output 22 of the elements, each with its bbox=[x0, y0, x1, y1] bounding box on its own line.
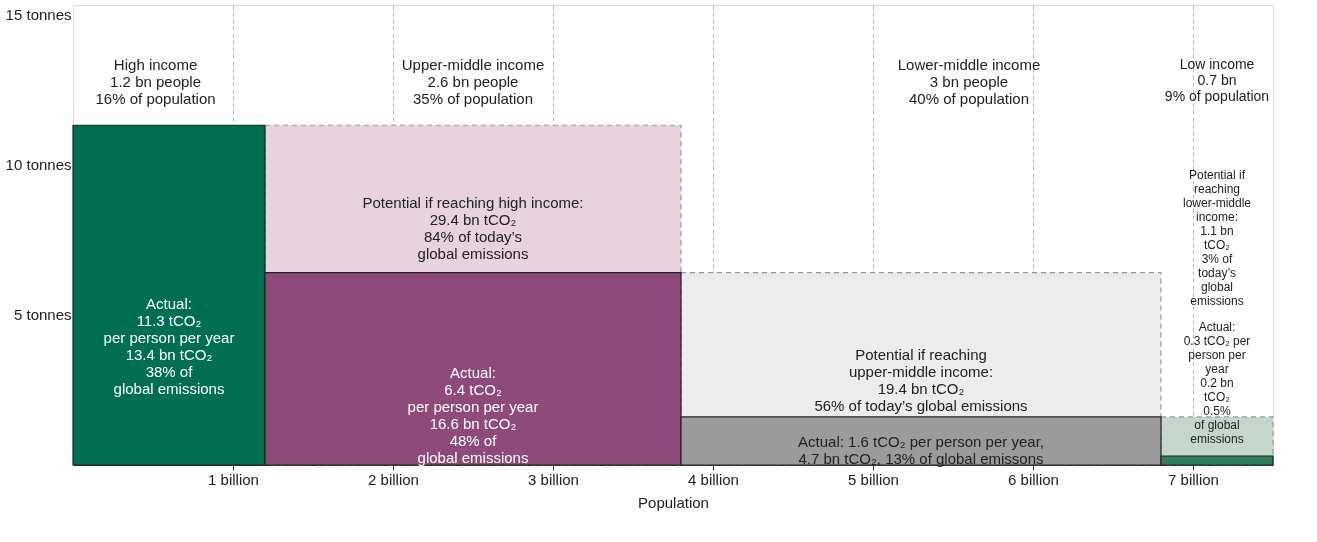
x-axis-title: Population bbox=[638, 493, 709, 511]
x-tick-label: 7 billion bbox=[1168, 470, 1219, 488]
text: Potential if reaching lower-middle income: 1.1 bn tCO₂ 3% of today’s global emissions bbox=[1182, 168, 1252, 309]
annotation: High income 1.2 bn people 16% of population bbox=[95, 55, 216, 107]
y-tick-label: 15 tonnes bbox=[5, 5, 72, 23]
x-tick-label: 3 billion bbox=[528, 470, 579, 488]
annotation: Lower-middle income 3 bn people 40% of population bbox=[897, 55, 1041, 107]
annotation: Low income 0.7 bn 9% of population bbox=[1164, 55, 1270, 104]
annotation: Actual: 11.3 tCO₂ per person per year 13.4 bn tCO₂ 38% of global emissions bbox=[103, 295, 235, 397]
annotation: Potential if reaching upper-middle income: 19.4 bn tCO₂ 56% of today’s global emissions bbox=[814, 345, 1028, 414]
y-tick-label: 10 tonnes bbox=[5, 155, 72, 173]
x-tick-label: 1 billion bbox=[208, 470, 259, 488]
annotation: Potential if reaching high income: 29.4 bn tCO₂ 84% of today’s global emissions bbox=[362, 193, 584, 262]
x-tick-label: 4 billion bbox=[688, 470, 739, 488]
x-tick-label: 6 billion bbox=[1008, 470, 1059, 488]
text: Actual: 0.3 tCO₂ per person per year 0.2 bn tCO₂ 0.5% of global emissions bbox=[1183, 320, 1251, 446]
annotation: Actual: 1.6 tCO₂ per person per year, 4.7 bn tCO₂, 13% of global emissons bbox=[798, 433, 1044, 467]
annotation: Actual: 6.4 tCO₂ per person per year 16.6 bn tCO₂ 48% of global emissions bbox=[407, 364, 539, 466]
annotation: Upper-middle income 2.6 bn people 35% of population bbox=[401, 55, 545, 107]
x-tick-label: 5 billion bbox=[848, 470, 899, 488]
y-tick-label: 5 tonnes bbox=[13, 306, 72, 324]
x-tick-label: 2 billion bbox=[368, 470, 419, 488]
